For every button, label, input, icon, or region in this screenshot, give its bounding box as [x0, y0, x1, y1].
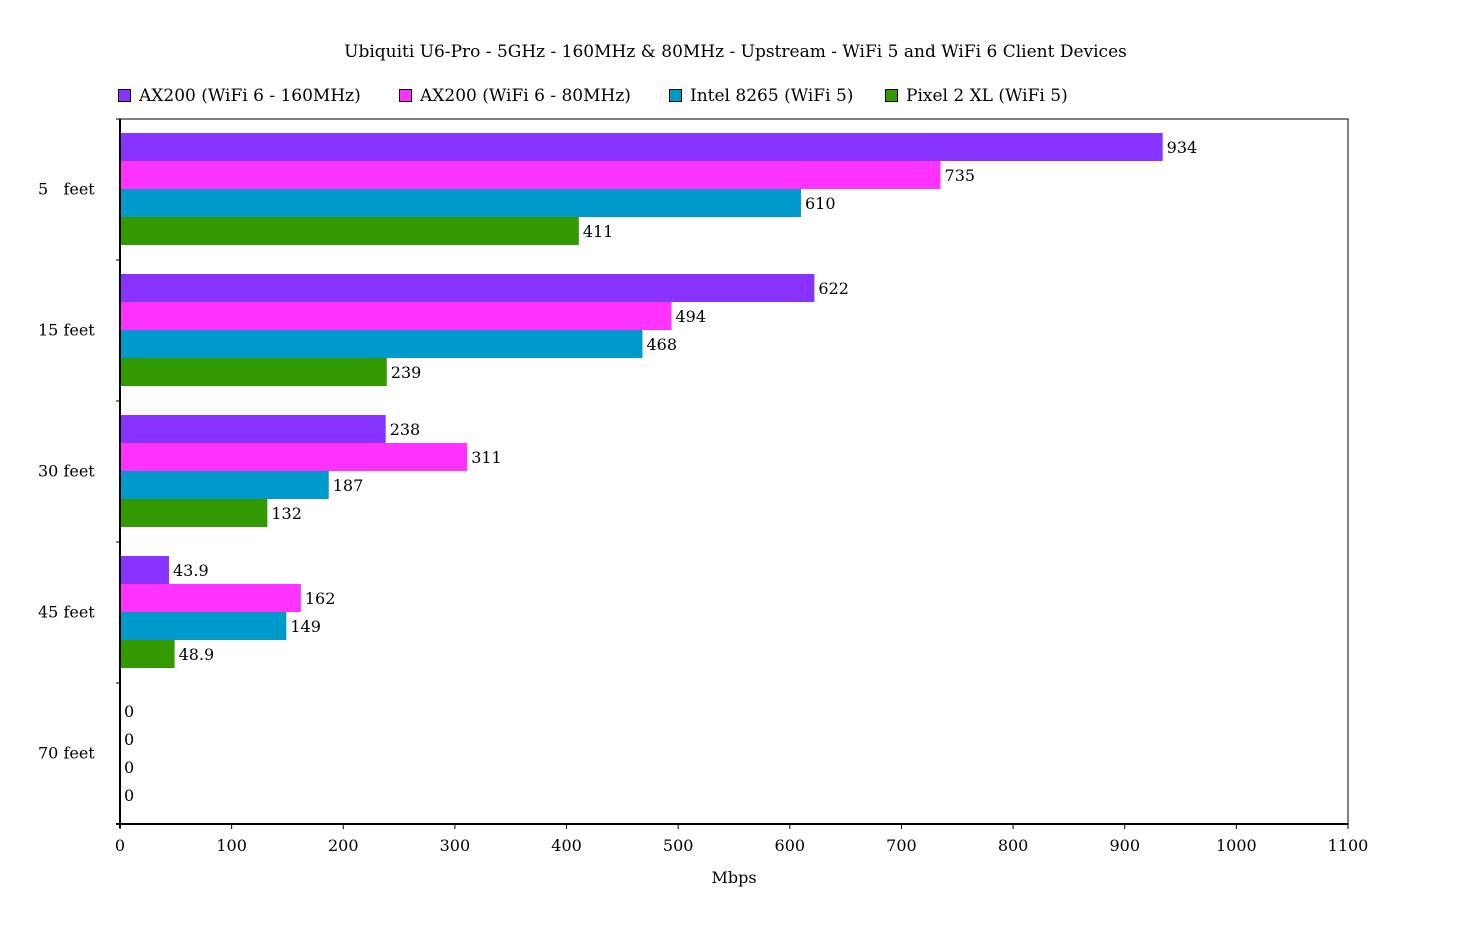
bar-ax200-wifi-6-160mhz-5-feet	[121, 133, 1163, 161]
legend-item-intel-8265-wifi-5: Intel 8265 (WiFi 5)	[669, 86, 853, 106]
legend-swatch	[399, 89, 412, 102]
value-label-ax200-wifi-6-160mhz-70-feet: 0	[124, 702, 134, 721]
bar-intel-8265-wifi-5-15-feet	[121, 330, 643, 358]
x-tick-label-700: 700	[886, 836, 917, 855]
bar-pixel-2-xl-wifi-5-45-feet	[121, 640, 175, 668]
bar-ax200-wifi-6-80mhz-45-feet	[121, 584, 301, 612]
value-label-ax200-wifi-6-160mhz-45-feet: 43.9	[173, 561, 209, 580]
legend-item-pixel-2-xl-wifi-5: Pixel 2 XL (WiFi 5)	[885, 86, 1068, 106]
value-label-ax200-wifi-6-80mhz-15-feet: 494	[675, 307, 706, 326]
bar-pixel-2-xl-wifi-5-5-feet	[121, 217, 579, 245]
category-label-30-feet: 30 feet	[38, 462, 95, 481]
x-tick-label-500: 500	[663, 836, 694, 855]
legend-swatch	[118, 89, 131, 102]
value-label-intel-8265-wifi-5-70-feet: 0	[124, 758, 134, 777]
bar-ax200-wifi-6-80mhz-15-feet	[121, 302, 672, 330]
bar-pixel-2-xl-wifi-5-30-feet	[121, 499, 268, 527]
value-label-pixel-2-xl-wifi-5-30-feet: 132	[271, 504, 302, 523]
value-label-ax200-wifi-6-80mhz-45-feet: 162	[305, 589, 336, 608]
value-label-ax200-wifi-6-80mhz-70-feet: 0	[124, 730, 134, 749]
value-label-ax200-wifi-6-80mhz-30-feet: 311	[471, 448, 502, 467]
bar-ax200-wifi-6-160mhz-30-feet	[121, 415, 386, 443]
legend-item-ax200-wifi-6-160mhz: AX200 (WiFi 6 - 160MHz)	[118, 86, 361, 106]
value-label-pixel-2-xl-wifi-5-45-feet: 48.9	[179, 645, 215, 664]
bar-ax200-wifi-6-80mhz-5-feet	[121, 161, 941, 189]
value-label-ax200-wifi-6-80mhz-5-feet: 735	[945, 166, 976, 185]
chart-title: Ubiquiti U6-Pro - 5GHz - 160MHz & 80MHz …	[344, 42, 1127, 62]
bar-ax200-wifi-6-160mhz-15-feet	[121, 274, 815, 302]
bar-ax200-wifi-6-160mhz-45-feet	[121, 556, 170, 584]
x-axis-title: Mbps	[711, 868, 756, 887]
category-label-5-feet: 5 feet	[38, 180, 95, 199]
legend-label: AX200 (WiFi 6 - 80MHz)	[420, 86, 631, 106]
bar-ax200-wifi-6-80mhz-30-feet	[121, 443, 468, 471]
value-label-ax200-wifi-6-160mhz-15-feet: 622	[818, 279, 849, 298]
x-tick-label-900: 900	[1109, 836, 1140, 855]
value-label-pixel-2-xl-wifi-5-5-feet: 411	[583, 222, 614, 241]
x-tick-label-100: 100	[216, 836, 247, 855]
category-label-45-feet: 45 feet	[38, 603, 95, 622]
x-tick-label-1000: 1000	[1216, 836, 1257, 855]
x-tick-label-300: 300	[440, 836, 471, 855]
value-label-ax200-wifi-6-160mhz-30-feet: 238	[390, 420, 421, 439]
bar-pixel-2-xl-wifi-5-15-feet	[121, 358, 387, 386]
category-label-15-feet: 15 feet	[38, 321, 95, 340]
legend-swatch	[669, 89, 682, 102]
bar-intel-8265-wifi-5-45-feet	[121, 612, 287, 640]
legend-item-ax200-wifi-6-80mhz: AX200 (WiFi 6 - 80MHz)	[399, 86, 631, 106]
value-label-intel-8265-wifi-5-15-feet: 468	[646, 335, 677, 354]
bar-intel-8265-wifi-5-30-feet	[121, 471, 329, 499]
x-tick-label-1100: 1100	[1328, 836, 1369, 855]
x-tick-label-200: 200	[328, 836, 359, 855]
bar-intel-8265-wifi-5-5-feet	[121, 189, 801, 217]
x-tick-label-400: 400	[551, 836, 582, 855]
value-label-pixel-2-xl-wifi-5-15-feet: 239	[391, 363, 422, 382]
legend-label: Pixel 2 XL (WiFi 5)	[906, 86, 1068, 106]
legend-label: AX200 (WiFi 6 - 160MHz)	[139, 86, 361, 106]
value-label-pixel-2-xl-wifi-5-70-feet: 0	[124, 786, 134, 805]
value-label-intel-8265-wifi-5-5-feet: 610	[805, 194, 836, 213]
value-label-intel-8265-wifi-5-45-feet: 149	[290, 617, 321, 636]
legend-label: Intel 8265 (WiFi 5)	[690, 86, 854, 106]
x-tick-label-0: 0	[115, 836, 125, 855]
category-label-70-feet: 70 feet	[38, 744, 95, 763]
x-tick-label-600: 600	[775, 836, 806, 855]
value-label-ax200-wifi-6-160mhz-5-feet: 934	[1167, 138, 1198, 157]
legend-swatch	[885, 89, 898, 102]
value-label-intel-8265-wifi-5-30-feet: 187	[333, 476, 364, 495]
x-tick-label-800: 800	[998, 836, 1029, 855]
